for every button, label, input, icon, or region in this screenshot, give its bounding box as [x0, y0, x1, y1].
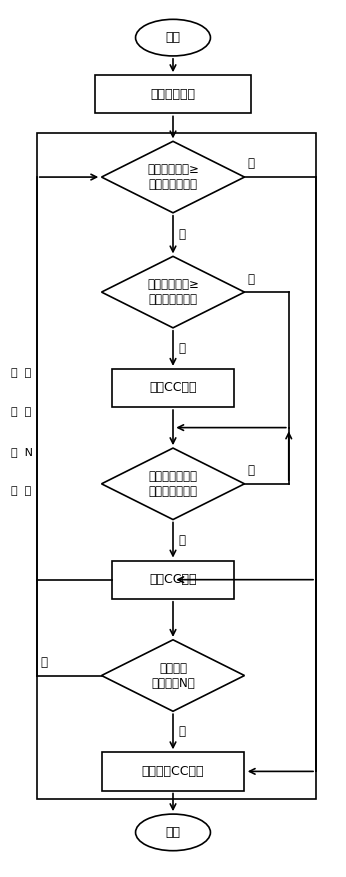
Text: 供电插头温度＜
第三温度阈值？: 供电插头温度＜ 第三温度阈值？ [148, 470, 198, 498]
Text: 否: 否 [40, 656, 47, 669]
Bar [95, 75, 251, 113]
Text: 否: 否 [248, 273, 255, 286]
Bar [37, 132, 316, 799]
Text: 闭合CC回路: 闭合CC回路 [149, 574, 197, 586]
Text: 是: 是 [178, 342, 185, 355]
Bar [101, 752, 245, 790]
Text: 是: 是 [178, 725, 185, 738]
Text: 否: 否 [248, 464, 255, 477]
Text: 结束: 结束 [165, 826, 181, 839]
Text: 是: 是 [178, 533, 185, 546]
Text: 启动充电回路: 启动充电回路 [151, 88, 195, 101]
Text: 开始: 开始 [165, 32, 181, 44]
Text: 切断CC回路: 切断CC回路 [149, 381, 197, 395]
Bar [112, 560, 234, 599]
Text: 测  次: 测 次 [11, 486, 31, 496]
Text: 持  循: 持 循 [11, 368, 31, 378]
Text: 是: 是 [248, 158, 255, 170]
Text: 循环次数
是否大于N？: 循环次数 是否大于N？ [151, 661, 195, 689]
Bar [112, 369, 234, 407]
Text: 供电插头温度≥
第二温度阈值？: 供电插头温度≥ 第二温度阈值？ [147, 278, 199, 306]
Text: 永久切断CC回路: 永久切断CC回路 [142, 765, 204, 778]
Text: 供电插头温度≥
第一温度阈值？: 供电插头温度≥ 第一温度阈值？ [147, 163, 199, 191]
Text: 监  N: 监 N [10, 446, 33, 457]
Text: 续  环: 续 环 [11, 407, 31, 417]
Text: 否: 否 [178, 228, 185, 241]
